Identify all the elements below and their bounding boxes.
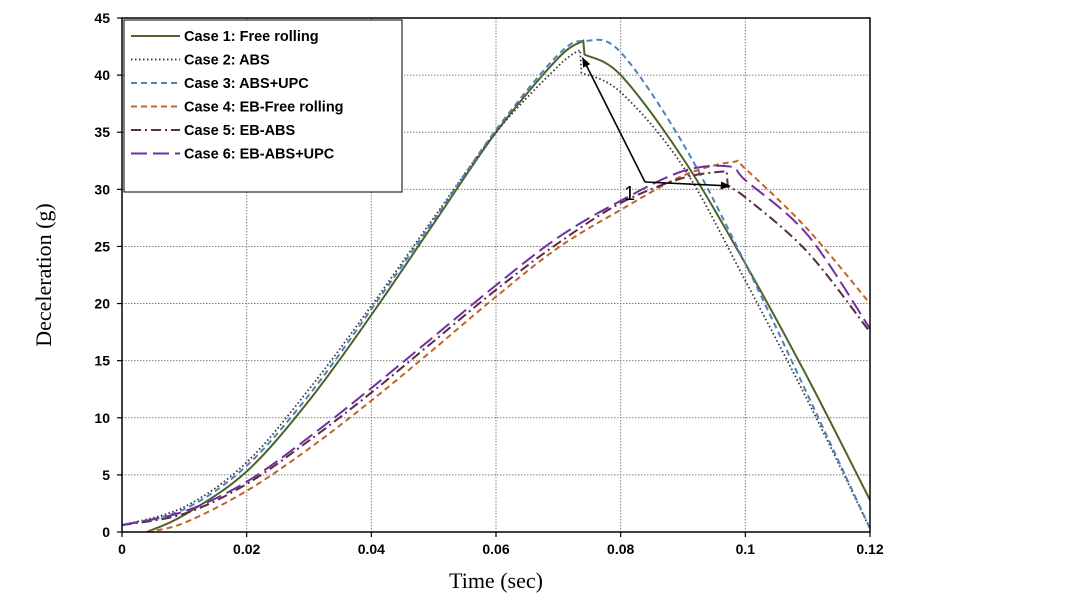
legend-box [123,19,403,193]
legend-label: Case 2: ABS [184,53,270,69]
series-line-case-6 [121,164,871,527]
series-line-case-3 [121,38,871,529]
legend-label: Case 5: EB-ABS [184,123,296,139]
legend-label: Case 3: ABS+UPC [184,76,309,92]
x-tick-label: 0.08 [607,541,634,557]
x-tick-label: 0.1 [736,541,756,557]
y-tick-label: 5 [102,467,110,483]
annotation-arrow [581,57,646,183]
annotation-1: 1 [581,57,731,205]
legend: Case 1: Free rolling Case 2: ABS Case 3: A… [123,19,403,193]
x-tick-label: 0.04 [358,541,385,557]
series-line-case-2 [121,48,871,529]
y-tick-label: 45 [94,10,110,26]
x-axis-title: Time (sec) [449,568,543,593]
x-tick-label: 0.02 [233,541,260,557]
legend-label: Case 1: Free rolling [184,29,319,45]
y-tick-label: 0 [102,524,110,540]
x-tick-label: 0 [118,541,126,557]
x-tick-label: 0.06 [482,541,509,557]
y-axis-title: Deceleration (g) [31,203,56,347]
legend-label: Case 6: EB-ABS+UPC [184,147,335,163]
x-tick-label: 0.12 [856,541,883,557]
y-tick-label: 30 [94,181,110,197]
y-tick-label: 20 [94,296,110,312]
series-line-case-5 [121,169,871,527]
y-tick-label: 25 [94,238,110,254]
y-tick-label: 40 [94,67,110,83]
y-tick-label: 10 [94,410,110,426]
legend-label: Case 4: EB-Free rolling [184,100,344,116]
annotation-arrow [644,181,731,190]
series-line-case-4 [146,159,871,533]
y-tick-label: 15 [94,353,110,369]
series-line-case-1 [146,39,871,533]
annotation-label: 1 [624,183,635,205]
y-tick-label: 35 [94,124,110,140]
axis-ticks: 0 0.02 0.04 0.06 0.08 0.1 0.12 0 5 10 15 20 25 30 35 40… [94,10,883,557]
series-lines [121,38,871,533]
